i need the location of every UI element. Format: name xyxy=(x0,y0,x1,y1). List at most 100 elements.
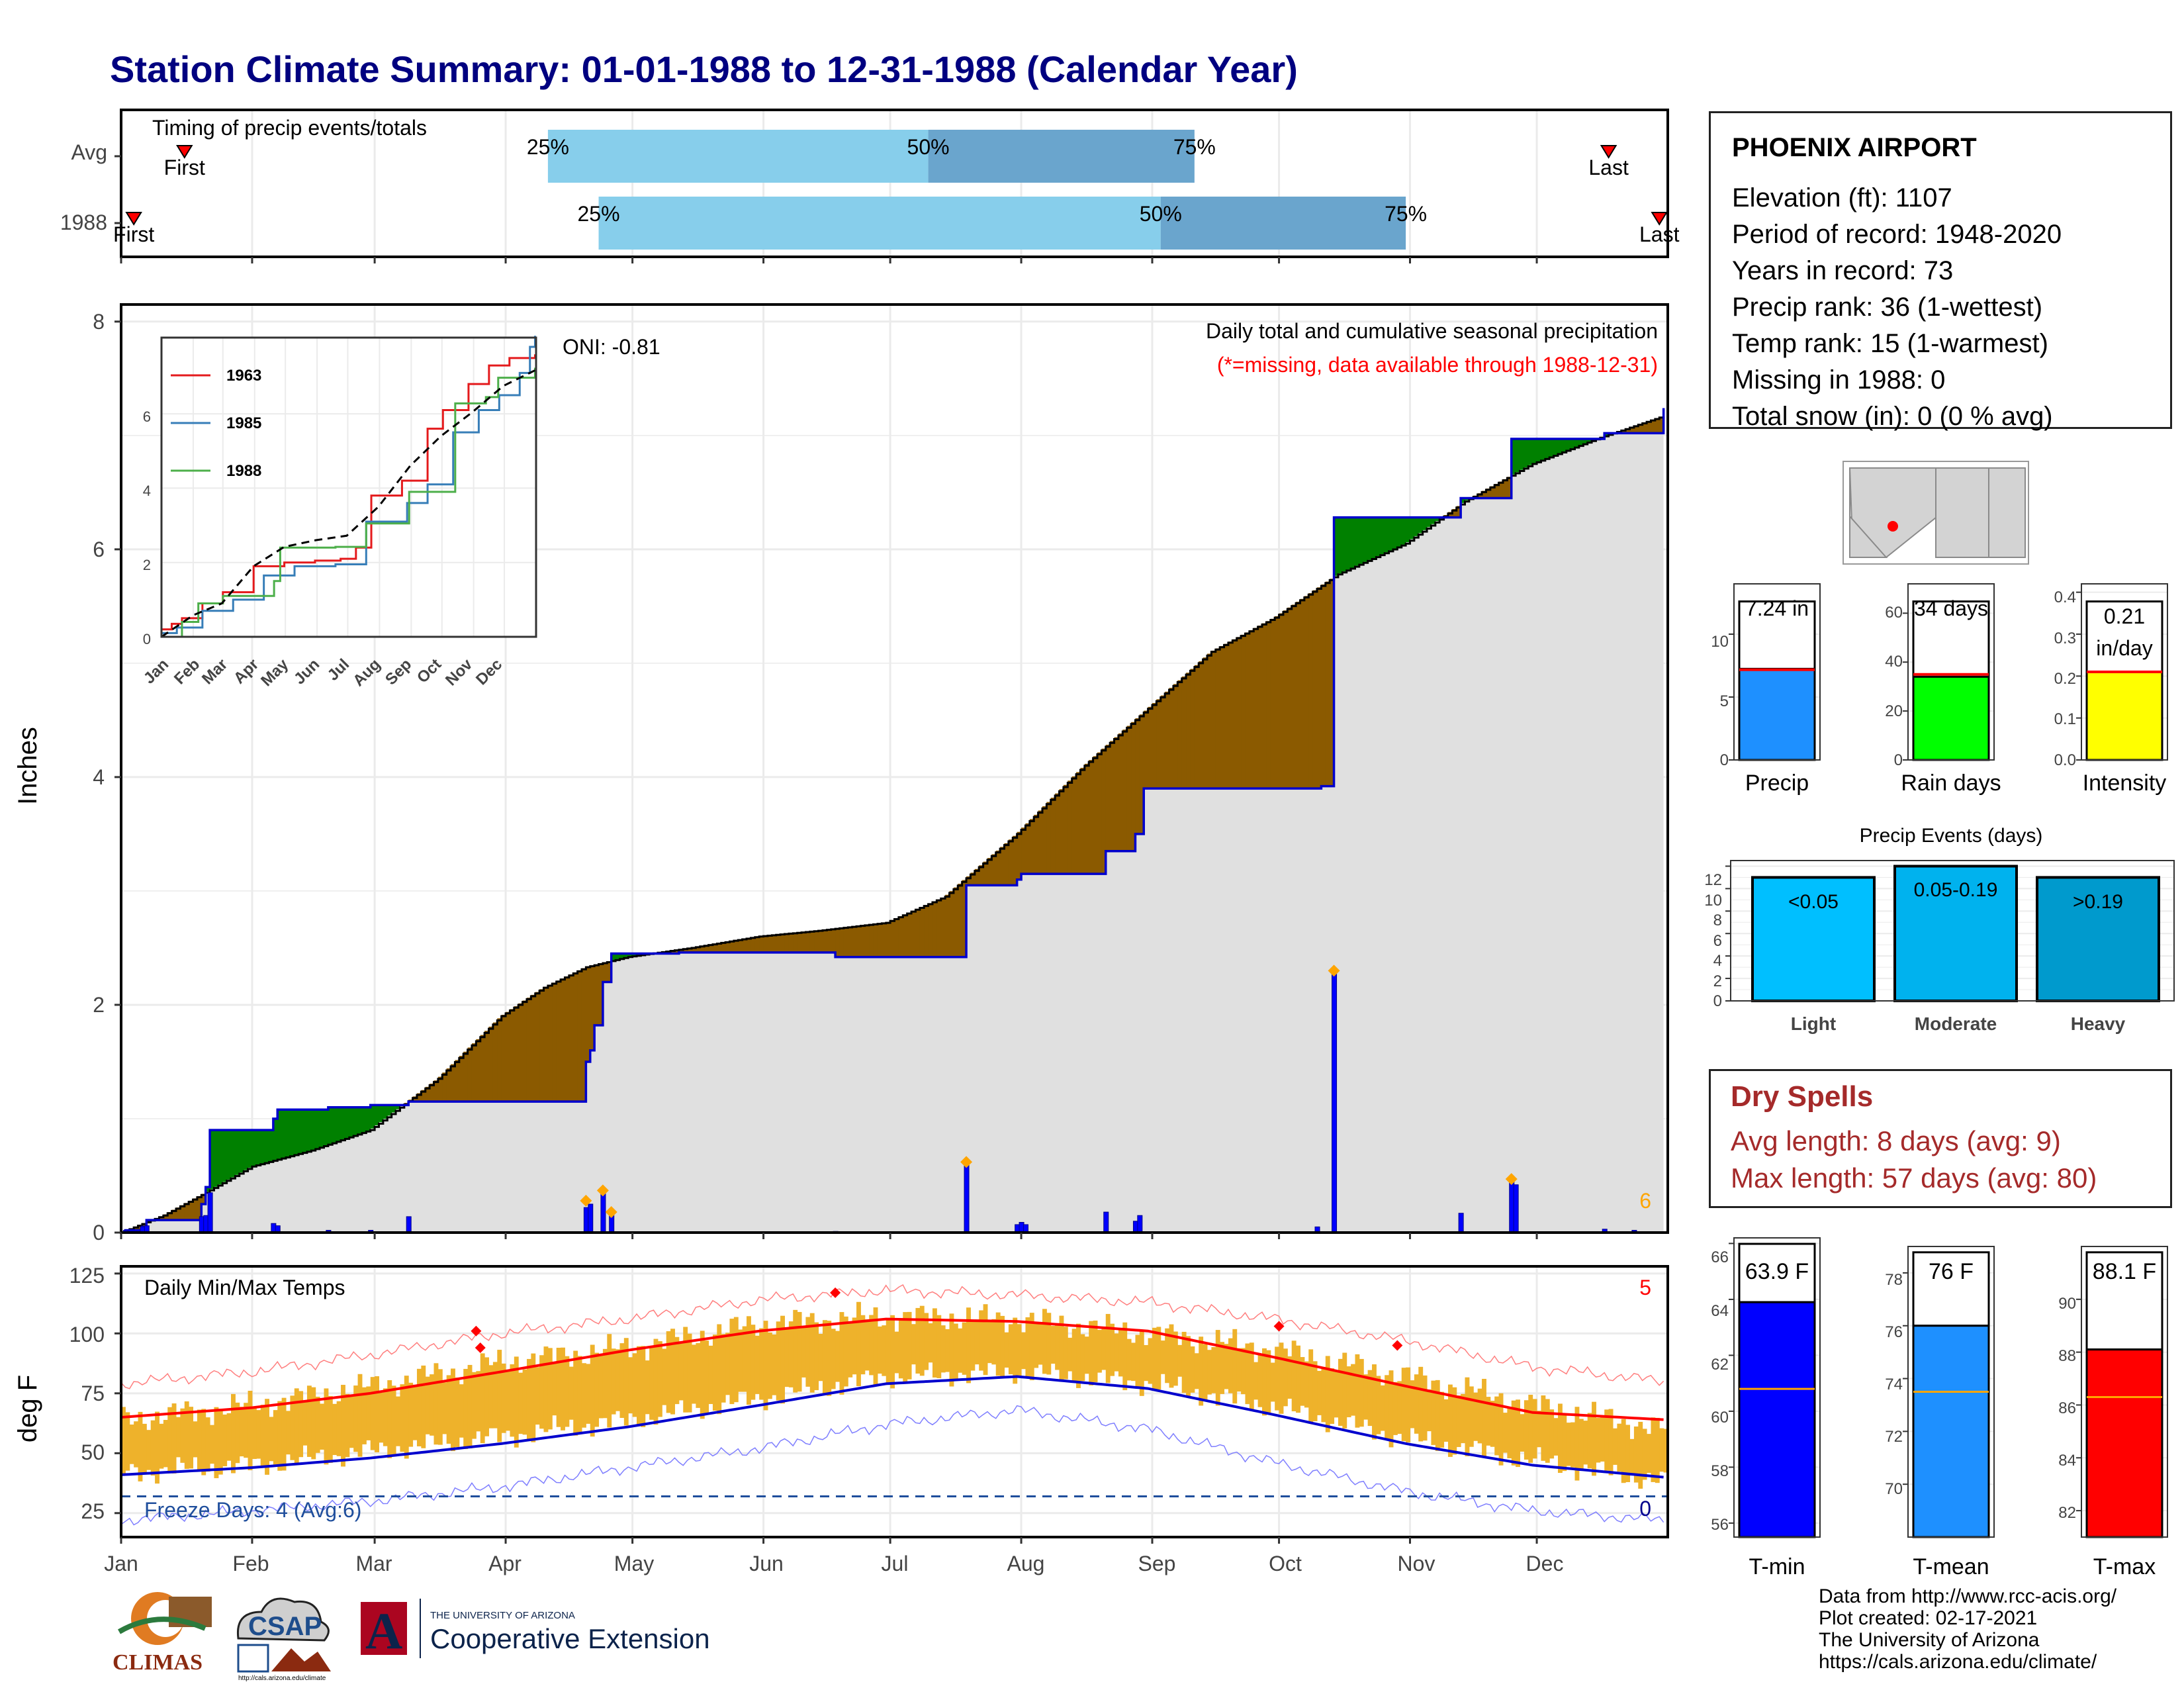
below-average-fill xyxy=(1279,613,1284,789)
daily-temp-range-bar xyxy=(1655,1417,1660,1483)
daily-temp-range-bar xyxy=(1131,1342,1136,1382)
above-average-fill xyxy=(1385,517,1390,553)
below-average-fill xyxy=(1215,648,1220,789)
station-period: Period of record: 1948-2020 xyxy=(1732,220,2062,249)
below-average-fill xyxy=(602,962,608,982)
above-average-fill xyxy=(1422,517,1428,530)
precip-event-marker xyxy=(960,1156,973,1168)
below-average-fill xyxy=(873,923,878,957)
below-average-fill xyxy=(1266,621,1271,789)
above-average-fill xyxy=(231,1130,236,1178)
above-average-fill xyxy=(214,1130,219,1187)
daily-temp-range-bar xyxy=(751,1325,756,1400)
daily-temp-range-bar xyxy=(793,1309,798,1393)
dry-spells-box: Dry Spells Avg length: 8 days (avg: 9) M… xyxy=(1709,1069,2172,1208)
daily-temp-range-bar xyxy=(809,1313,815,1393)
daily-temp-range-bar xyxy=(848,1321,853,1378)
below-average-fill xyxy=(577,970,582,1102)
below-average-fill xyxy=(488,1026,494,1102)
daily-temp-range-bar xyxy=(860,1315,866,1375)
daily-temp-range-bar xyxy=(1232,1329,1238,1404)
below-average-fill xyxy=(1105,745,1111,851)
below-average-fill xyxy=(1211,650,1216,789)
daily-temp-range-bar xyxy=(907,1311,912,1380)
above-average-fill xyxy=(256,1130,261,1165)
below-average-fill xyxy=(936,899,942,957)
above-average-fill xyxy=(1570,438,1576,449)
daily-temp-range-bar xyxy=(839,1312,844,1395)
below-average-fill xyxy=(1160,695,1165,789)
below-average-fill xyxy=(492,1022,498,1102)
below-average-fill xyxy=(1236,637,1242,789)
daily-temp-range-bar xyxy=(653,1338,659,1425)
below-average-fill xyxy=(514,1006,519,1102)
below-average-fill xyxy=(1655,418,1660,434)
precip-event-marker xyxy=(580,1194,592,1207)
daily-temp-range-bar xyxy=(712,1335,717,1411)
daily-temp-range-bar xyxy=(1126,1338,1132,1381)
below-average-fill xyxy=(784,933,790,953)
above-average-fill xyxy=(1520,438,1525,470)
below-average-fill xyxy=(535,992,540,1102)
below-average-fill xyxy=(742,939,747,953)
above-average-fill xyxy=(290,1109,295,1156)
daily-temp-range-bar xyxy=(869,1315,874,1376)
daily-temp-range-bar xyxy=(903,1312,908,1383)
below-average-fill xyxy=(805,931,811,953)
daily-temp-range-bar xyxy=(294,1388,299,1464)
daily-temp-range-bar xyxy=(1304,1361,1309,1408)
daily-temp-range-bar xyxy=(1397,1381,1402,1434)
daily-temp-range-bar xyxy=(315,1396,320,1453)
daily-temp-range-bar xyxy=(581,1363,586,1428)
daily-precip-bar xyxy=(600,1192,606,1233)
above-average-fill xyxy=(1363,517,1369,562)
panel-value-bar xyxy=(1738,667,1816,761)
daily-temp-range-bar xyxy=(1334,1370,1339,1418)
daily-temp-range-bar xyxy=(873,1307,878,1387)
below-average-fill xyxy=(700,946,705,953)
daily-temp-range-bar xyxy=(1562,1414,1567,1472)
above-average-fill xyxy=(391,1105,396,1113)
below-average-fill xyxy=(497,1018,502,1102)
daily-temp-range-bar xyxy=(831,1329,836,1389)
temp-plot-border xyxy=(120,1265,1669,1538)
daily-temp-range-bar xyxy=(298,1391,304,1458)
above-average-fill xyxy=(387,1105,392,1116)
above-average-fill xyxy=(235,1130,240,1175)
below-average-fill xyxy=(1300,598,1305,789)
daily-temp-range-bar xyxy=(991,1319,997,1365)
daily-temp-range-bar xyxy=(594,1352,600,1427)
below-average-fill xyxy=(712,944,717,953)
below-average-fill xyxy=(1110,741,1115,851)
below-average-fill xyxy=(1076,772,1081,874)
daily-temp-range-bar xyxy=(332,1403,338,1456)
daily-temp-range-bar xyxy=(1080,1334,1085,1382)
below-average-fill xyxy=(565,976,570,1102)
university-of-arizona-logo: A THE UNIVERSITY OF ARIZONA Cooperative … xyxy=(361,1599,710,1660)
daily-temp-range-bar xyxy=(565,1356,570,1427)
below-average-fill xyxy=(1135,718,1140,834)
daily-temp-range-bar xyxy=(1245,1343,1250,1405)
daily-temp-range-bar xyxy=(936,1315,942,1378)
above-average-fill xyxy=(324,1109,329,1146)
seasonal-totals-chart xyxy=(1729,583,2168,761)
below-average-fill xyxy=(594,964,600,1025)
below-average-fill xyxy=(416,1093,422,1102)
below-average-fill xyxy=(506,1011,511,1102)
daily-temp-range-bar xyxy=(1266,1350,1271,1414)
below-average-fill xyxy=(1321,584,1326,786)
above-average-fill xyxy=(1537,438,1542,462)
daily-temp-range-bar xyxy=(1228,1338,1233,1393)
below-average-fill xyxy=(983,861,988,886)
daily-temp-range-bar xyxy=(856,1301,861,1387)
daily-temp-range-bar xyxy=(451,1368,455,1452)
below-average-fill xyxy=(1046,802,1052,874)
below-average-fill xyxy=(907,912,912,957)
daily-temp-range-bar xyxy=(1608,1409,1614,1476)
daily-temp-range-bar xyxy=(155,1411,159,1484)
daily-temp-range-bar xyxy=(210,1425,214,1464)
daily-precip-bar xyxy=(964,1161,970,1233)
station-snow: Total snow (in): 0 (0 % avg) xyxy=(1732,402,2053,431)
daily-temp-range-bar xyxy=(383,1388,388,1446)
below-average-fill xyxy=(924,905,929,957)
